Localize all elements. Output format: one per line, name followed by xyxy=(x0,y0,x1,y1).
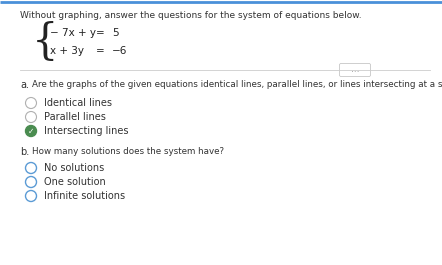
Circle shape xyxy=(26,98,37,108)
Text: =: = xyxy=(95,28,104,38)
Text: − 7x + y: − 7x + y xyxy=(50,28,96,38)
Text: One solution: One solution xyxy=(44,177,106,187)
Text: −6: −6 xyxy=(112,46,127,56)
Circle shape xyxy=(26,112,37,122)
Text: ✓: ✓ xyxy=(28,127,34,136)
Text: No solutions: No solutions xyxy=(44,163,104,173)
Text: Identical lines: Identical lines xyxy=(44,98,112,108)
Text: Infinite solutions: Infinite solutions xyxy=(44,191,125,201)
Text: …: … xyxy=(351,65,359,74)
Circle shape xyxy=(26,191,37,201)
Text: x + 3y: x + 3y xyxy=(50,46,84,56)
Text: Without graphing, answer the questions for the system of equations below.: Without graphing, answer the questions f… xyxy=(20,11,362,20)
Text: {: { xyxy=(32,21,58,63)
Text: How many solutions does the system have?: How many solutions does the system have? xyxy=(32,147,224,156)
Text: Intersecting lines: Intersecting lines xyxy=(44,126,129,136)
Circle shape xyxy=(26,162,37,174)
Circle shape xyxy=(26,126,37,136)
Text: a.: a. xyxy=(20,80,29,90)
Text: 5: 5 xyxy=(112,28,118,38)
Circle shape xyxy=(26,176,37,188)
FancyBboxPatch shape xyxy=(339,64,370,77)
Text: b.: b. xyxy=(20,147,29,157)
Text: Parallel lines: Parallel lines xyxy=(44,112,106,122)
Text: =: = xyxy=(95,46,104,56)
Text: Are the graphs of the given equations identical lines, parallel lines, or lines : Are the graphs of the given equations id… xyxy=(32,80,442,89)
